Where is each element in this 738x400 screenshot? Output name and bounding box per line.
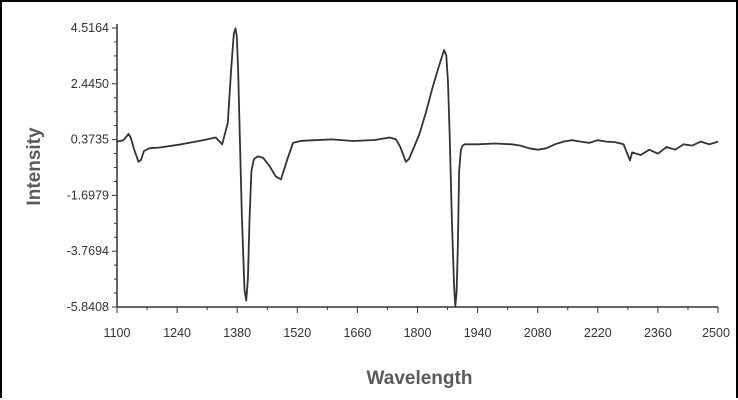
y-tick-label: 0.3735 bbox=[71, 133, 109, 147]
y-tick-label: 4.5164 bbox=[71, 21, 109, 35]
x-tick-label: 2080 bbox=[524, 326, 552, 340]
x-tick-label: 1240 bbox=[163, 326, 191, 340]
axes-layer bbox=[116, 24, 718, 308]
series-layer bbox=[116, 27, 719, 307]
x-tick-label: 1520 bbox=[283, 326, 311, 340]
x-tick-label: 1940 bbox=[464, 326, 492, 340]
series-line bbox=[116, 27, 719, 307]
y-tick-label: -3.7694 bbox=[67, 244, 109, 258]
x-axis-title: Wavelength bbox=[367, 368, 473, 389]
ticks-layer: 4.5164 2.4450 0.3735 -1.6979 -3.7694 -5.8408 1… bbox=[67, 21, 730, 340]
y-tick-label: -5.8408 bbox=[67, 300, 109, 314]
y-tick-label: 2.4450 bbox=[71, 77, 109, 91]
x-tick-label: 1800 bbox=[404, 326, 432, 340]
x-tick-label: 1100 bbox=[104, 326, 131, 340]
x-tick-label: 2220 bbox=[584, 326, 612, 340]
y-axis-title: Intensity bbox=[24, 127, 45, 206]
y-tick-label: -1.6979 bbox=[67, 188, 109, 202]
x-tick-label: 1660 bbox=[343, 326, 371, 340]
x-tick-label: 2500 bbox=[702, 326, 730, 340]
x-tick-label: 2360 bbox=[644, 326, 672, 340]
x-tick-label: 1380 bbox=[223, 326, 251, 340]
